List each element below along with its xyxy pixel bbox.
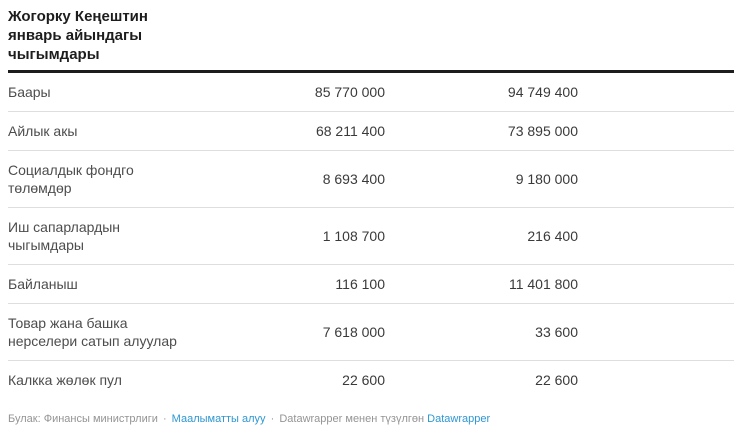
row-value-2: 94 749 400: [385, 73, 578, 112]
row-value-1: 22 600: [342, 372, 385, 388]
row-value-2: 11 401 800: [385, 264, 578, 304]
row-value-1: 7 618 000: [183, 303, 385, 361]
row-filler: [578, 264, 734, 304]
row-label: Баары: [8, 73, 183, 112]
table-row: Байланыш 116 100 11 401 800: [8, 264, 734, 304]
table-row: Иш сапарлардын чыгымдары 1 108 700 216 4…: [8, 207, 734, 265]
datawrapper-link[interactable]: Datawrapper: [427, 413, 491, 425]
page-title: Жогорку Кеңештин январь айындагы чыгымда…: [8, 8, 148, 63]
chart-footer: Булак: Финансы министрлиги · Маалыматты …: [8, 412, 734, 427]
source-name: Финансы министрлиги: [43, 413, 158, 425]
row-label: Иш сапарлардын чыгымдары: [8, 207, 183, 265]
row-filler: [578, 303, 734, 361]
row-value-1: 116 100: [183, 264, 385, 304]
row-value-1: 1 108 700: [183, 207, 385, 265]
row-value-1: 85 770 000: [183, 73, 385, 112]
table-row: Товар жана башка нерселери сатып алуулар…: [8, 303, 734, 361]
table-row: Айлык акы 68 211 400 73 895 000: [8, 111, 734, 151]
separator-dot: ·: [270, 413, 275, 425]
row-label: Байланыш: [8, 264, 183, 304]
row-value-2: 73 895 000: [385, 111, 578, 151]
separator-dot: ·: [162, 413, 167, 425]
row-filler: [578, 361, 734, 400]
row-filler: [578, 150, 734, 208]
row-value-2: 216 400: [385, 207, 578, 265]
expenses-table: Баары 85 770 000 94 749 400 Айлык акы 68…: [8, 73, 734, 399]
table-row: Баары 85 770 000 94 749 400: [8, 73, 734, 112]
row-filler: [578, 207, 734, 265]
row-value-2: 22 600: [535, 372, 578, 388]
row-value-1: 68 211 400: [183, 111, 385, 151]
created-with-text: Datawrapper менен түзүлгөн: [279, 413, 425, 425]
header-rule: [8, 70, 734, 73]
row-value-2: 33 600: [385, 303, 578, 361]
row-label: Товар жана башка нерселери сатып алуулар: [8, 303, 183, 361]
table-row: Социалдык фондго төлөмдөр 8 693 400 9 18…: [8, 150, 734, 208]
table-row: Калкка жөлөк пул 22 600 22 600: [8, 361, 734, 400]
source-label: Булак:: [8, 413, 41, 425]
row-value-2: 9 180 000: [385, 150, 578, 208]
get-data-link[interactable]: Маалыматты алуу: [171, 413, 266, 425]
row-filler: [578, 73, 734, 112]
row-value-1: 8 693 400: [183, 150, 385, 208]
row-filler: [578, 111, 734, 151]
row-label: Айлык акы: [8, 111, 183, 151]
row-label: Социалдык фондго төлөмдөр: [8, 150, 183, 208]
row-label: Калкка жөлөк пул: [8, 372, 122, 388]
